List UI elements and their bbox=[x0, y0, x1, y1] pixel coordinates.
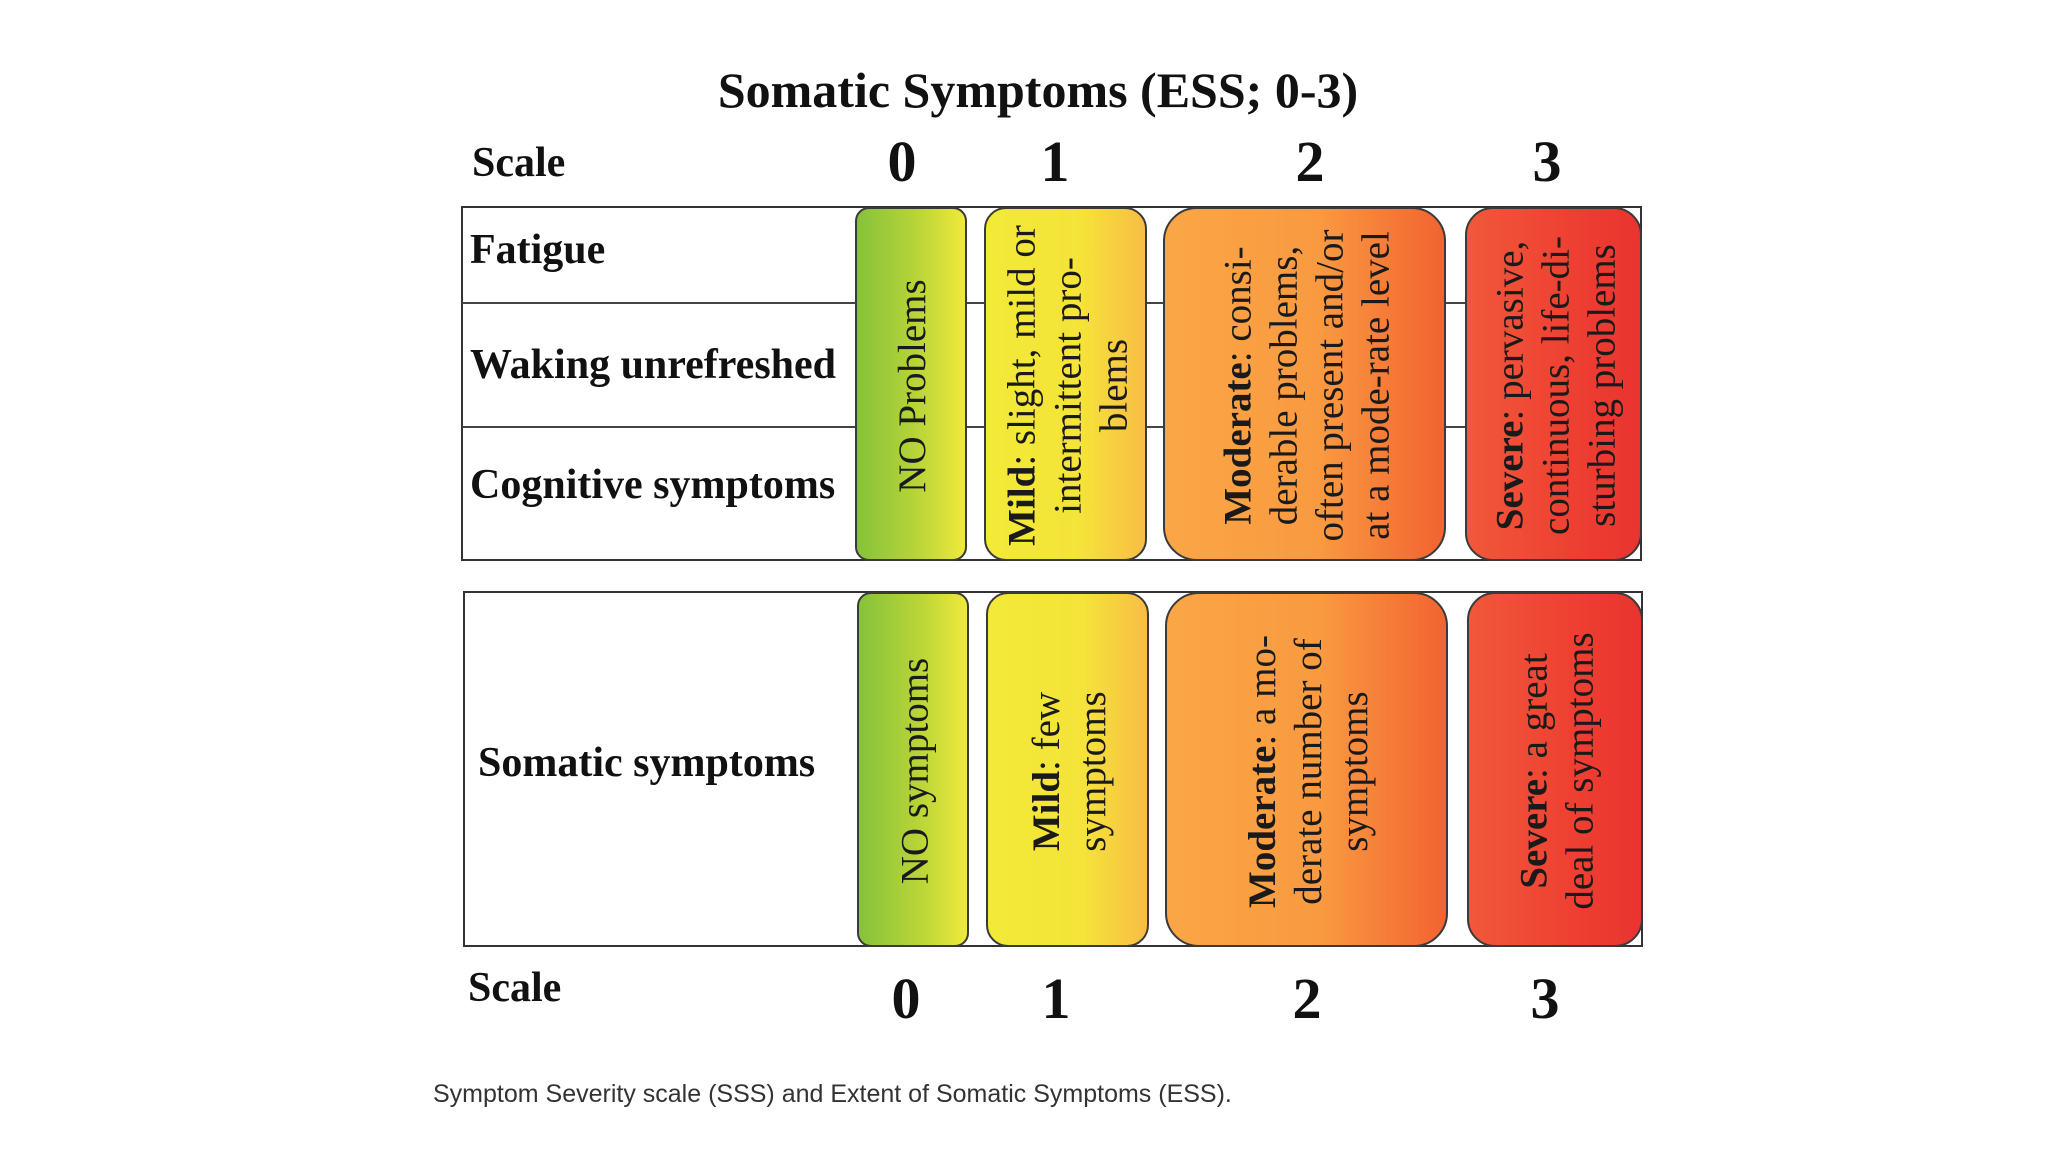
lower-level-2-text: Moderate: a mo-derate number of symptoms bbox=[1240, 635, 1376, 908]
scale-bottom-2: 2 bbox=[1292, 966, 1322, 1031]
scale-label-top: Scale bbox=[472, 140, 566, 186]
scale-top-1: 1 bbox=[1040, 129, 1070, 194]
upper-level-0-text: NO Problems bbox=[891, 279, 934, 493]
upper-level-0-box: NO Problems bbox=[855, 207, 967, 561]
figure-caption: Symptom Severity scale (SSS) and Extent … bbox=[433, 1080, 1232, 1108]
upper-level-1-text: Mild: slight, mild or intermittent pro-b… bbox=[1000, 225, 1135, 546]
scale-top-2: 2 bbox=[1295, 129, 1325, 194]
lower-level-3-box: Severe: a great deal of symptoms bbox=[1467, 592, 1643, 947]
row-label-cognitive-symptoms: Cognitive symptoms bbox=[470, 462, 836, 508]
lower-level-3-text: Severe: a great deal of symptoms bbox=[1512, 632, 1602, 910]
row-label-waking-unrefreshed: Waking unrefreshed bbox=[470, 342, 837, 388]
upper-level-3-box: Severe: pervasive, continuous, life-di-s… bbox=[1465, 207, 1642, 561]
row-label-somatic-symptoms: Somatic symptoms bbox=[478, 740, 816, 786]
scale-bottom-1: 1 bbox=[1041, 966, 1071, 1031]
scale-bottom-0: 0 bbox=[891, 966, 921, 1031]
row-label-fatigue: Fatigue bbox=[470, 227, 606, 273]
lower-level-0-text: NO symptoms bbox=[893, 657, 937, 885]
upper-level-2-box: Moderate: consi-derable problems, often … bbox=[1163, 207, 1446, 561]
lower-level-2-box: Moderate: a mo-derate number of symptoms bbox=[1165, 592, 1448, 947]
upper-level-2-text: Moderate: consi-derable problems, often … bbox=[1216, 229, 1397, 542]
scale-label-bottom: Scale bbox=[468, 965, 562, 1011]
figure-title: Somatic Symptoms (ESS; 0-3) bbox=[717, 62, 1359, 118]
upper-level-1-box: Mild: slight, mild or intermittent pro-b… bbox=[984, 207, 1147, 561]
lower-level-1-box: Mild: few symptoms bbox=[986, 592, 1149, 947]
scale-top-0: 0 bbox=[887, 129, 917, 194]
scale-top-3: 3 bbox=[1532, 129, 1562, 194]
lower-level-0-box: NO symptoms bbox=[857, 592, 969, 947]
scale-bottom-3: 3 bbox=[1530, 966, 1560, 1031]
upper-level-3-text: Severe: pervasive, continuous, life-di-s… bbox=[1488, 236, 1623, 535]
lower-level-1-text: Mild: few symptoms bbox=[1024, 691, 1114, 852]
